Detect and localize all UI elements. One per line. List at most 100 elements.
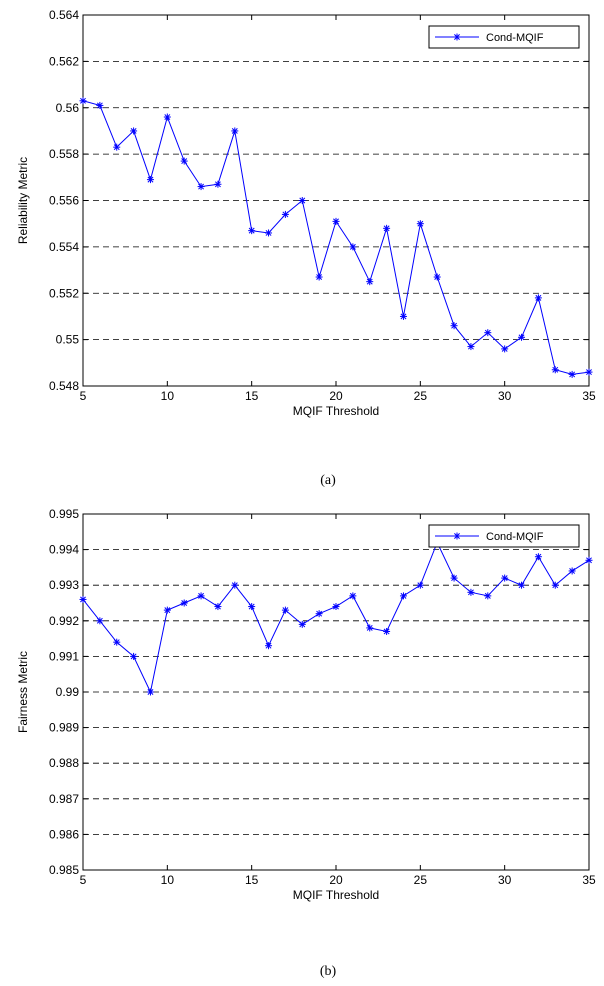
data-point <box>383 627 391 635</box>
data-point <box>366 624 374 632</box>
x-tick-label: 25 <box>414 389 428 403</box>
y-tick-label: 0.993 <box>49 578 79 592</box>
data-point <box>180 599 188 607</box>
y-tick-label: 0.554 <box>49 240 79 254</box>
y-tick-label: 0.55 <box>56 333 80 347</box>
y-axis-label: Reliability Metric <box>16 157 30 244</box>
data-point <box>113 143 121 151</box>
data-point <box>450 322 458 330</box>
data-point <box>585 556 593 564</box>
data-point <box>518 581 526 589</box>
data-point <box>467 588 475 596</box>
y-tick-label: 0.994 <box>49 543 79 557</box>
data-point <box>399 312 407 320</box>
data-point <box>180 157 188 165</box>
data-point <box>568 567 576 575</box>
data-point <box>518 333 526 341</box>
data-point <box>214 180 222 188</box>
x-tick-label: 30 <box>498 389 512 403</box>
data-point <box>416 220 424 228</box>
data-point <box>366 278 374 286</box>
x-tick-label: 35 <box>582 873 596 887</box>
x-tick-label: 20 <box>329 389 343 403</box>
data-point <box>551 581 559 589</box>
x-tick-label: 25 <box>414 873 428 887</box>
y-tick-label: 0.986 <box>49 827 79 841</box>
data-point <box>433 273 441 281</box>
legend-marker <box>453 33 461 41</box>
x-tick-label: 15 <box>245 389 259 403</box>
x-tick-label: 30 <box>498 873 512 887</box>
chart-panel-b: 0.985 0.986 0.987 0.988 0.989 0.99 0.991 0.992 0… <box>16 507 596 979</box>
data-point <box>281 210 289 218</box>
data-point <box>315 610 323 618</box>
data-point <box>130 127 138 135</box>
data-point <box>349 592 357 600</box>
panel-caption: (b) <box>320 964 337 979</box>
data-point <box>332 603 340 611</box>
y-tick-label: 0.992 <box>49 614 79 628</box>
y-tick-label: 0.552 <box>49 286 79 300</box>
x-tick-label: 20 <box>329 873 343 887</box>
panel-caption: (a) <box>320 473 336 488</box>
data-point <box>551 366 559 374</box>
data-point <box>281 606 289 614</box>
x-axis-label: MQIF Threshold <box>293 888 379 902</box>
data-point <box>399 592 407 600</box>
y-tick-label: 0.556 <box>49 194 79 208</box>
x-tick-label: 5 <box>80 873 87 887</box>
y-tick-label: 0.985 <box>49 863 79 877</box>
data-point <box>484 592 492 600</box>
legend-label: Cond-MQIF <box>486 32 544 44</box>
data-point <box>585 368 593 376</box>
data-point <box>130 652 138 660</box>
data-point <box>450 574 458 582</box>
data-point <box>197 183 205 191</box>
data-point <box>265 229 273 237</box>
data-point <box>146 688 154 696</box>
y-tick-label: 0.564 <box>49 8 79 22</box>
x-tick-label: 15 <box>245 873 259 887</box>
data-point <box>534 553 542 561</box>
legend-marker <box>453 532 461 540</box>
y-tick-label: 0.989 <box>49 721 79 735</box>
data-point <box>248 227 256 235</box>
y-tick-label: 0.987 <box>49 792 79 806</box>
x-tick-label: 10 <box>161 873 175 887</box>
y-tick-label: 0.562 <box>49 54 79 68</box>
data-point <box>298 197 306 204</box>
x-tick-label: 35 <box>582 389 596 403</box>
data-point <box>79 97 87 105</box>
y-tick-label: 0.988 <box>49 756 79 770</box>
data-point <box>534 294 542 302</box>
data-point <box>298 620 306 628</box>
data-point <box>383 224 391 232</box>
y-tick-label: 0.558 <box>49 147 79 161</box>
data-point <box>113 638 121 646</box>
x-tick-label: 5 <box>80 389 87 403</box>
data-point <box>214 603 222 611</box>
data-point <box>146 176 154 184</box>
data-point <box>467 343 475 351</box>
data-point <box>416 581 424 589</box>
data-point <box>568 370 576 378</box>
legend-label: Cond-MQIF <box>486 531 544 543</box>
legend-box <box>428 25 580 49</box>
data-point <box>96 617 104 625</box>
chart-panel-a: 0.548 0.55 0.552 0.554 0.556 0.558 0.56 0.562 0.… <box>16 8 596 488</box>
data-point <box>349 243 357 251</box>
y-tick-label: 0.56 <box>56 101 80 115</box>
data-point <box>248 603 256 611</box>
y-tick-label: 0.995 <box>49 507 79 521</box>
data-point <box>96 101 104 109</box>
data-point <box>79 595 87 603</box>
data-point <box>197 592 205 600</box>
data-point <box>231 581 239 589</box>
x-tick-label: 10 <box>161 389 175 403</box>
data-point <box>231 127 239 135</box>
data-point <box>315 273 323 281</box>
x-axis-label: MQIF Threshold <box>293 404 379 418</box>
legend-box <box>428 524 580 548</box>
y-tick-label: 0.548 <box>49 379 79 393</box>
